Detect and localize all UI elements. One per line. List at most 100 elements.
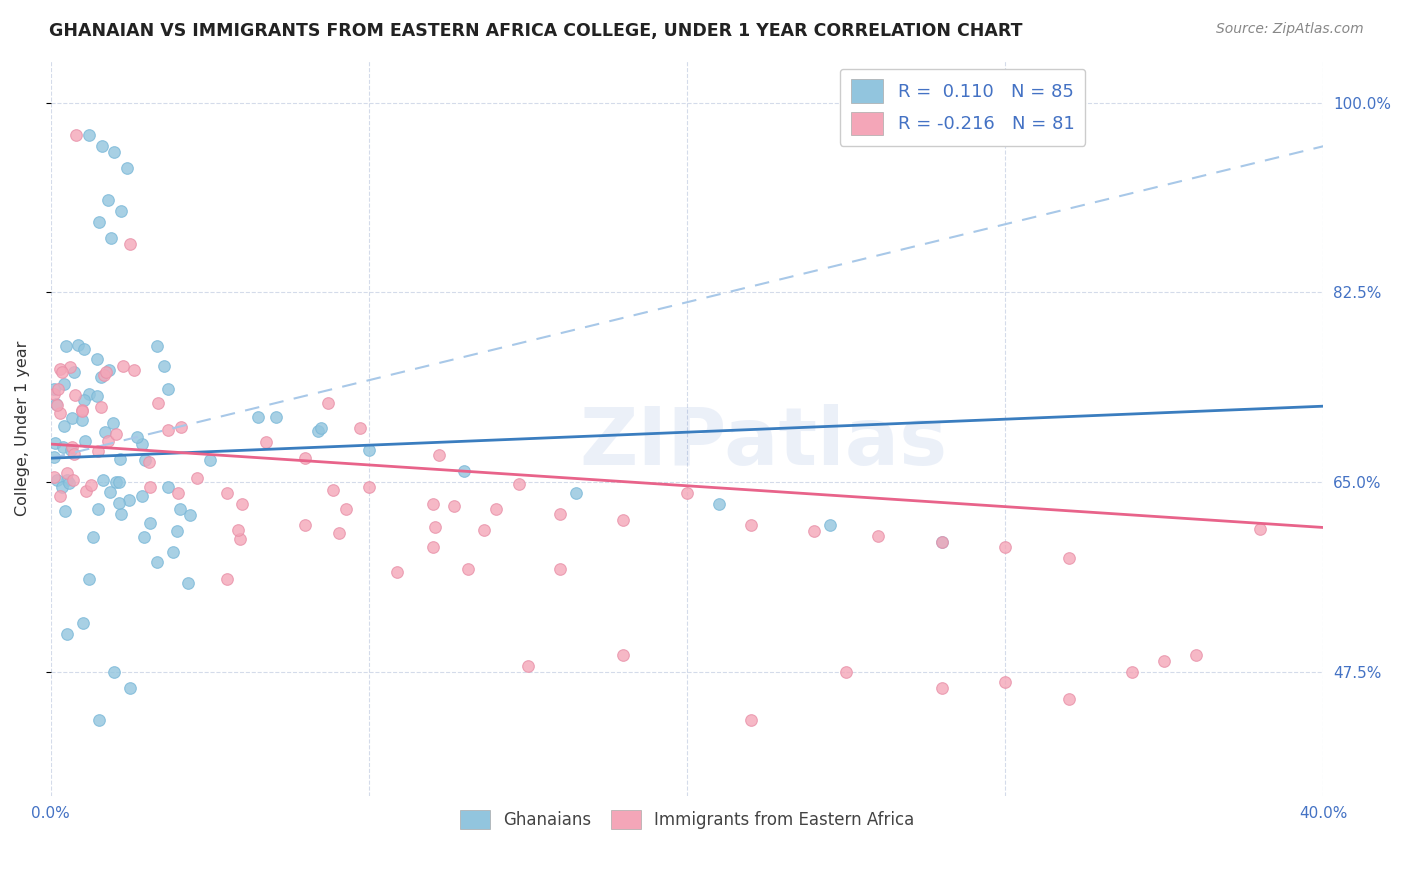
Point	[86, 389, 108, 403]
Point	[294, 518, 316, 533]
Point	[107, 475, 129, 490]
Point	[87, 713, 110, 727]
Point	[387, 565, 409, 579]
Point	[42, 387, 65, 401]
Point	[217, 486, 239, 500]
Point	[53, 503, 76, 517]
Point	[1249, 522, 1271, 536]
Point	[73, 434, 96, 448]
Point	[56, 473, 79, 487]
Point	[131, 489, 153, 503]
Point	[58, 475, 80, 490]
Y-axis label: College, Under 1 year: College, Under 1 year	[15, 340, 30, 516]
Point	[93, 368, 115, 382]
Point	[72, 615, 94, 630]
Point	[94, 425, 117, 440]
Point	[104, 426, 127, 441]
Point	[90, 139, 112, 153]
Point	[72, 404, 94, 418]
Point	[62, 365, 84, 379]
Point	[46, 474, 69, 488]
Point	[42, 382, 65, 396]
Point	[98, 363, 121, 377]
Point	[231, 497, 253, 511]
Point	[45, 397, 67, 411]
Point	[169, 502, 191, 516]
Point	[77, 386, 100, 401]
Point	[357, 442, 380, 457]
Point	[115, 161, 138, 175]
Point	[59, 360, 82, 375]
Point	[97, 434, 120, 448]
Text: ZIPatlas: ZIPatlas	[579, 403, 948, 482]
Point	[73, 393, 96, 408]
Point	[59, 442, 82, 457]
Point	[60, 411, 83, 425]
Point	[103, 145, 125, 159]
Point	[44, 436, 66, 450]
Point	[122, 362, 145, 376]
Point	[55, 339, 77, 353]
Point	[328, 526, 350, 541]
Point	[103, 665, 125, 679]
Point	[138, 455, 160, 469]
Point	[100, 231, 122, 245]
Point	[309, 421, 332, 435]
Point	[157, 423, 180, 437]
Point	[146, 339, 169, 353]
Point	[229, 532, 252, 546]
Point	[676, 485, 699, 500]
Point	[453, 464, 475, 478]
Point	[422, 497, 444, 511]
Point	[51, 365, 73, 379]
Point	[49, 406, 72, 420]
Point	[169, 420, 191, 434]
Point	[120, 681, 142, 695]
Point	[423, 519, 446, 533]
Point	[60, 440, 83, 454]
Point	[73, 342, 96, 356]
Point	[246, 410, 269, 425]
Point	[87, 215, 110, 229]
Point	[422, 540, 444, 554]
Text: GHANAIAN VS IMMIGRANTS FROM EASTERN AFRICA COLLEGE, UNDER 1 YEAR CORRELATION CHA: GHANAIAN VS IMMIGRANTS FROM EASTERN AFRI…	[49, 22, 1022, 40]
Point	[994, 540, 1017, 554]
Point	[75, 483, 97, 498]
Point	[118, 493, 141, 508]
Point	[86, 351, 108, 366]
Point	[162, 544, 184, 558]
Point	[153, 359, 176, 373]
Point	[866, 529, 889, 543]
Point	[179, 508, 201, 522]
Point	[931, 681, 953, 695]
Point	[427, 448, 450, 462]
Point	[100, 484, 122, 499]
Point	[77, 572, 100, 586]
Point	[101, 416, 124, 430]
Point	[55, 466, 77, 480]
Point	[322, 483, 344, 497]
Point	[51, 479, 73, 493]
Point	[49, 489, 72, 503]
Point	[198, 453, 221, 467]
Point	[87, 444, 110, 458]
Point	[46, 398, 69, 412]
Point	[349, 421, 371, 435]
Point	[77, 128, 100, 143]
Point	[485, 502, 508, 516]
Point	[66, 338, 89, 352]
Point	[131, 437, 153, 451]
Point	[146, 555, 169, 569]
Point	[146, 396, 169, 410]
Point	[44, 450, 66, 464]
Point	[52, 419, 75, 434]
Text: Source: ZipAtlas.com: Source: ZipAtlas.com	[1216, 22, 1364, 37]
Point	[63, 447, 86, 461]
Point	[90, 400, 112, 414]
Point	[63, 388, 86, 402]
Point	[97, 194, 120, 208]
Point	[134, 453, 156, 467]
Point	[96, 365, 118, 379]
Point	[994, 675, 1017, 690]
Point	[443, 499, 465, 513]
